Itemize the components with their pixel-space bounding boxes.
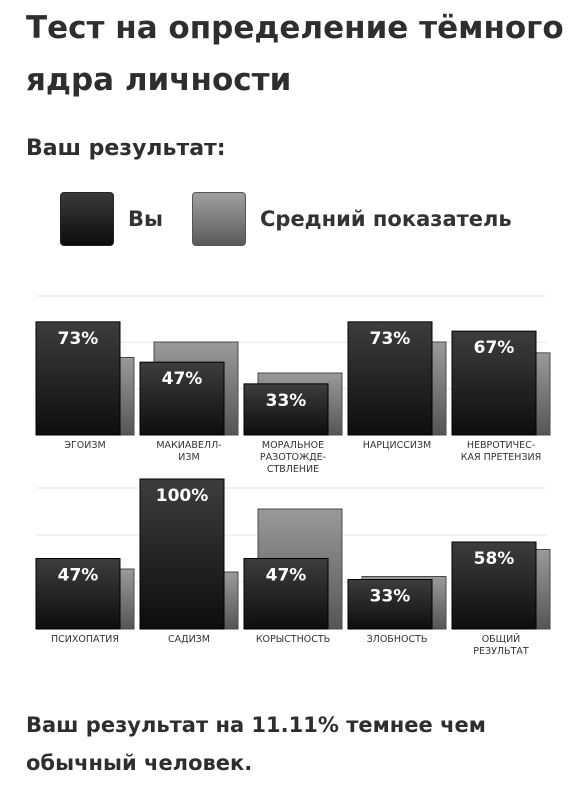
page-title: Тест на определение тёмного ядра личност… <box>26 10 564 98</box>
bar-you <box>347 579 433 630</box>
category-label: ЭГОИЗМ <box>64 440 105 451</box>
chart-legend: Вы Средний показатель <box>60 192 560 248</box>
bar-value-label: 47% <box>266 566 307 586</box>
bar-you <box>139 361 225 436</box>
category-label: НАРЦИССИЗМ <box>363 440 432 451</box>
legend-label-average: Средний показатель <box>260 207 512 231</box>
bar-value-label: 73% <box>370 329 411 349</box>
bar-you <box>243 383 329 436</box>
bar-you <box>347 321 433 436</box>
bar-value-label: 67% <box>474 338 515 358</box>
category-label: ПСИХОПАТИЯ <box>51 634 119 645</box>
bar-value-label: 47% <box>58 566 99 586</box>
bar-you <box>451 330 537 436</box>
legend-label-you: Вы <box>128 207 163 231</box>
result-heading: Ваш результат: <box>26 136 226 161</box>
result-summary: Ваш результат на 11.11% темнее чем обычн… <box>26 713 486 775</box>
legend-swatch-average <box>192 192 246 246</box>
bar-you <box>451 541 537 630</box>
bar-value-label: 47% <box>162 369 203 389</box>
category-label: КОРЫСТНОСТЬ <box>256 634 330 645</box>
category-label: НЕВРОТИЧЕС-КАЯ ПРЕТЕНЗИЯ <box>461 440 542 463</box>
category-label: ОБЩИЙ РЕЗУЛЬТАТ <box>473 633 529 657</box>
category-label: МАКИАВЕЛЛ-ИЗМ <box>156 440 221 463</box>
bar-you <box>35 558 121 630</box>
legend-swatch-you <box>60 192 114 246</box>
category-label: САДИЗМ <box>168 634 210 645</box>
bar-value-label: 58% <box>474 549 515 569</box>
bar-value-label: 33% <box>266 391 307 411</box>
bar-you <box>243 558 329 630</box>
legend-item-average: Средний показатель <box>192 192 512 246</box>
bar-chart: 73% ЭГОИЗМ 47% МАКИАВЕЛЛ-ИЗМ 33% МОРАЛЬНОЕ РАЗ… <box>35 295 551 657</box>
category-label: ЗЛОБНОСТЬ <box>367 634 428 645</box>
bar-value-label: 33% <box>370 587 411 607</box>
bar-you <box>139 478 225 630</box>
bar-you <box>35 321 121 436</box>
category-label: МОРАЛЬНОЕ РАЗОТОЖДЕ-СТВЛЕНИЕ <box>260 440 326 475</box>
bar-value-label: 100% <box>156 486 209 506</box>
bar-value-label: 73% <box>58 329 99 349</box>
legend-item-you: Вы <box>60 192 163 246</box>
